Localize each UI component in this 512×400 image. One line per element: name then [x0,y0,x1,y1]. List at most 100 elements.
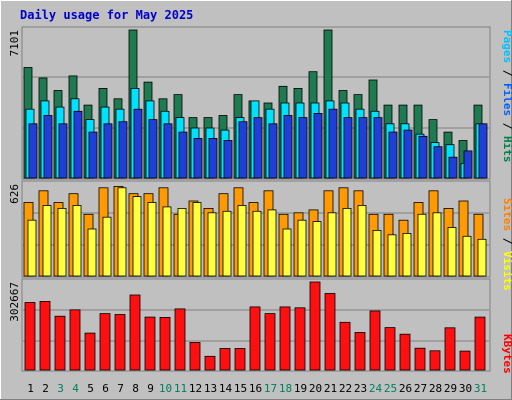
kbytes-bar [355,333,365,371]
day-label: 5 [87,382,94,395]
kbytes-bar [220,349,230,371]
kbytes-bar [310,282,320,370]
visits-bar [208,213,216,276]
day-label: 27 [414,382,427,395]
kbytes-bar [55,316,65,370]
day-label: 30 [459,382,472,395]
files-bar [419,136,427,178]
day-label: 7 [117,382,124,395]
legend-separator: / [501,231,512,251]
visits-bar [103,217,111,276]
files-bar [134,109,142,178]
visits-bar [478,239,486,276]
visits-bar [418,214,426,276]
day-label: 18 [279,382,292,395]
day-label: 22 [339,382,352,395]
kbytes-bar [115,315,125,371]
files-bar [284,116,292,179]
hits-panel: 7101 Pages / Files / Hits [8,27,512,179]
visits-bar [433,213,441,276]
visits-bar [223,211,231,276]
day-label: 29 [444,382,457,395]
visits-bar [178,208,186,276]
kbytes-bar [40,301,50,370]
day-label: 6 [102,382,109,395]
day-label: 21 [324,382,337,395]
files-bar [389,132,397,178]
files-bar [179,132,187,178]
legend-text: Sites / Visits [501,198,512,291]
visits-bar [118,188,126,276]
kbytes-bar [250,307,260,370]
legend-entry: Hits [501,136,512,163]
day-label: 3 [57,382,64,395]
files-bar [479,124,487,178]
day-label: 23 [354,382,367,395]
visits-bar [193,203,201,277]
kbytes-bar [445,328,455,370]
kbytes-bar [145,317,155,370]
day-label: 16 [249,382,262,395]
files-bar [449,157,457,178]
day-label: 17 [264,382,277,395]
files-bar [164,124,172,178]
kbytes-bar [460,351,470,370]
files-bar [299,118,307,178]
legend-text: Pages / Files / Hits [501,30,512,163]
day-label: 10 [159,382,172,395]
hits-ymax-label: 7101 [8,30,21,57]
visits-bar [88,229,96,276]
files-bar [269,124,277,178]
files-bar [119,122,127,178]
day-label: 13 [204,382,217,395]
kbytes-bar [475,317,485,370]
visits-bar [373,230,381,276]
kbytes-ymax-label: 302667 [8,282,21,322]
kbytes-bar [70,310,80,370]
legend-separator: / [501,116,512,136]
visits-bar [328,213,336,276]
files-bar [404,130,412,178]
kbytes-panel: 302667 KBytes [8,279,512,374]
kbytes-bar [295,308,305,370]
kbytes-bar [205,356,215,370]
kbytes-bar [400,334,410,370]
visits-bar [28,220,36,276]
files-bar [74,111,82,178]
kbytes-bar [25,303,35,371]
files-bar [59,124,67,178]
legend-entry: Sites [501,198,512,231]
day-label: 14 [219,382,233,395]
kbytes-bar [175,309,185,370]
files-bar [314,113,322,178]
visits-bar [58,208,66,276]
day-label: 31 [474,382,487,395]
day-label: 20 [309,382,322,395]
day-label: 8 [132,382,139,395]
files-bar [434,147,442,178]
files-bar [194,138,202,178]
legend-entry: Pages [501,30,512,63]
visits-bar [448,228,456,277]
kbytes-bar [325,294,335,371]
day-label: 1 [27,382,34,395]
visits-bar [268,210,276,276]
chart-title: Daily usage for May 2025 [20,8,193,22]
day-label: 11 [174,382,187,395]
kbytes-bar [385,328,395,370]
kbytes-bar [190,342,200,370]
kbytes-bar [160,317,170,370]
day-label: 12 [189,382,202,395]
day-label: 2 [42,382,49,395]
kbytes-bar [340,322,350,370]
visits-bar [283,229,291,276]
legend-entry: Visits [501,251,512,291]
visits-bar [253,211,261,276]
visits-bar [238,206,246,277]
files-bar [89,132,97,178]
kbytes-bar [415,348,425,370]
files-bar [29,124,37,178]
day-label: 25 [384,382,397,395]
kbytes-bar [280,307,290,370]
